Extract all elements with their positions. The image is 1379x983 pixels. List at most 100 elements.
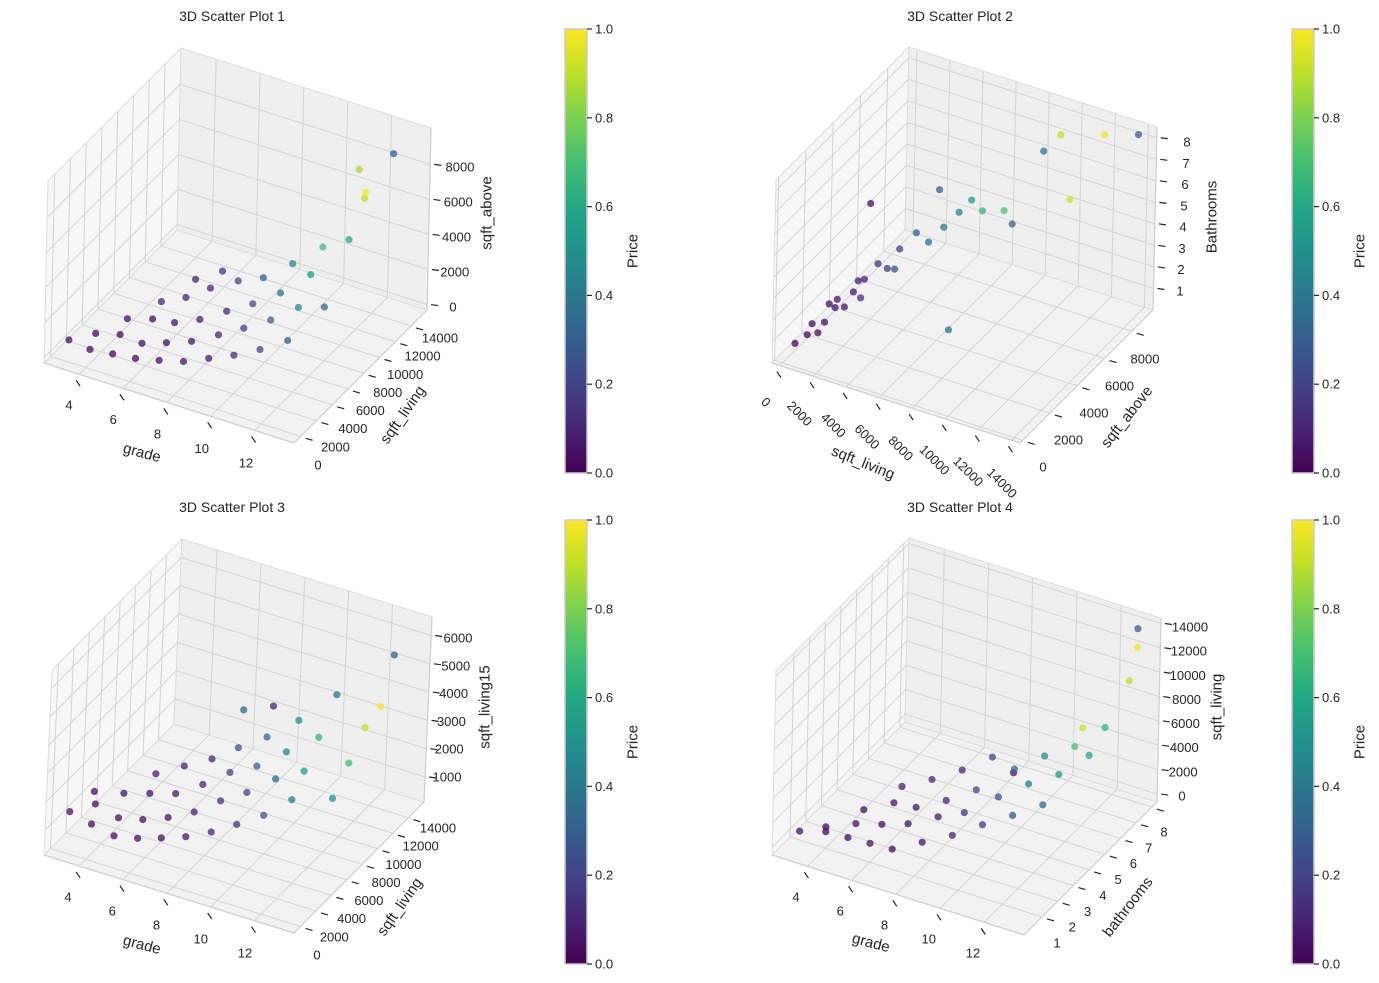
z-tick-mark — [1163, 696, 1171, 699]
z-gridline — [176, 224, 428, 306]
z-tick-mark — [434, 163, 442, 166]
z-gridline — [48, 613, 180, 746]
z-tick-label: 2000 — [435, 742, 464, 757]
scatter-point — [898, 782, 906, 791]
x-gridline — [296, 577, 306, 763]
y-gridline — [836, 605, 842, 790]
z-gridline — [174, 698, 426, 778]
colorbar-tick-label: 0.4 — [1322, 779, 1340, 794]
scatter-point — [796, 827, 804, 835]
z-tick-label: 5 — [1180, 198, 1187, 213]
scatter-point — [361, 724, 369, 732]
z-gridline — [773, 640, 908, 775]
x-axis-label: grade — [121, 440, 162, 466]
y-gridline — [868, 758, 1121, 840]
z-axis-label: sqft_living — [1209, 674, 1226, 741]
scatter-point — [390, 651, 398, 659]
scatter-point — [333, 691, 341, 699]
scatter-point — [1133, 643, 1142, 652]
z-gridline — [180, 83, 431, 165]
scatter-point — [1101, 131, 1109, 139]
x-gridline — [1044, 92, 1050, 276]
x-tick-label: 2000 — [784, 398, 815, 429]
colorbar-tick-label: 0.0 — [1322, 466, 1340, 481]
z-gridline — [905, 186, 1155, 268]
y-gridline — [65, 158, 71, 341]
y-tick-mark — [382, 850, 390, 854]
z-tick-label: 8000 — [1172, 692, 1201, 707]
x-tick-mark — [936, 914, 942, 921]
scatter-point — [320, 303, 328, 311]
y-gridline — [160, 245, 412, 327]
z-tick-label: 4000 — [439, 686, 468, 701]
scatter-point — [904, 820, 912, 828]
scatter-point — [208, 755, 216, 763]
x-tick-label: 4000 — [818, 410, 849, 441]
colorbar-tick-label: 1.0 — [595, 22, 613, 37]
scatter-point — [820, 318, 829, 326]
z-tick-mark — [432, 691, 440, 694]
scatter-point — [109, 350, 117, 358]
x-tick-label: 12 — [238, 946, 252, 961]
x-gridline — [211, 59, 217, 242]
y-tick-mark — [305, 437, 313, 441]
scatter-point — [171, 319, 179, 327]
colorbar-tick-label: 0.2 — [1322, 377, 1340, 392]
colorbar-gradient — [564, 28, 588, 474]
scatter-point — [260, 811, 268, 819]
scatter-point — [814, 329, 822, 337]
y-tick-mark — [1046, 918, 1055, 922]
scatter-point — [1008, 220, 1016, 228]
y-tick-label: 12000 — [403, 839, 439, 854]
z-tick-mark — [1162, 744, 1170, 747]
scatter-point — [377, 702, 385, 711]
z-gridline — [772, 664, 907, 799]
scatter-point — [934, 813, 942, 821]
x-gridline — [779, 232, 914, 366]
scatter-point — [110, 832, 118, 840]
scatter-point — [1079, 724, 1087, 732]
scatter-point — [182, 293, 190, 302]
scatter-point — [345, 236, 353, 244]
z-axis-label: Bathrooms — [1204, 181, 1221, 254]
y-tick-label: 8000 — [372, 875, 401, 890]
scatter-point — [155, 356, 163, 364]
scatter-point — [234, 277, 242, 285]
y-tick-label: 8 — [1160, 825, 1167, 840]
z-gridline — [772, 208, 906, 342]
z-tick-label: 10000 — [1170, 668, 1206, 683]
x-tick-mark — [251, 436, 257, 443]
x-gridline — [1143, 124, 1149, 308]
scatter-point — [86, 345, 94, 353]
z-tick-label: 7 — [1182, 156, 1189, 171]
z-tick-label: 0 — [449, 300, 456, 315]
scatter-point — [120, 789, 128, 797]
scatter-point — [355, 165, 363, 174]
z-gridline — [905, 207, 1154, 289]
x-tick-mark — [848, 885, 854, 893]
scatter-point — [1071, 743, 1079, 751]
scatter-point — [267, 316, 275, 324]
x-gridline — [977, 296, 1112, 430]
y-tick-mark — [305, 927, 313, 932]
x-gridline — [340, 590, 350, 777]
y-tick-label: 10000 — [385, 857, 421, 872]
y-tick-label: 6000 — [354, 893, 383, 908]
y-gridline — [829, 305, 1078, 387]
colorbar-tick-label: 0.8 — [1322, 110, 1340, 125]
scatter-point — [867, 199, 875, 208]
scatter-point — [87, 820, 96, 828]
z-tick-label: 14000 — [1172, 620, 1208, 635]
y-tick-mark — [413, 819, 421, 823]
z-gridline — [906, 664, 1159, 746]
scatter-point — [936, 186, 944, 194]
x-tick-mark — [1007, 445, 1013, 453]
y-tick-mark — [384, 358, 392, 363]
x-tick-label: 8000 — [885, 433, 916, 464]
z-gridline — [773, 143, 908, 278]
scatter-point — [1000, 207, 1008, 215]
scatter-point — [1057, 131, 1065, 139]
z-tick-mark — [1164, 647, 1172, 650]
y-tick-mark — [352, 390, 361, 394]
scatter-point — [968, 196, 976, 204]
